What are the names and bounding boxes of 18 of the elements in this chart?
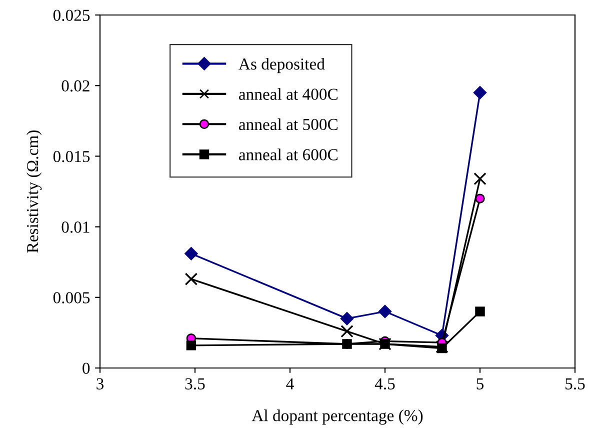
y-tick-label: 0.025: [53, 10, 90, 22]
legend-label: anneal at 600C: [239, 148, 338, 160]
legend-label: anneal at 500C: [239, 118, 338, 130]
y-axis-title: Resistivity (Ω.cm): [26, 130, 42, 253]
legend-label: anneal at 400C: [239, 88, 338, 100]
x-tick-label: 4.5: [374, 378, 395, 390]
x-tick-label: 3.5: [185, 378, 205, 390]
x-axis-title: Al dopant percentage (%): [252, 410, 423, 425]
x-tick-label: 3: [96, 378, 104, 390]
x-tick-label: 5.5: [566, 378, 585, 390]
legend-label: As deposited: [238, 58, 325, 74]
x-tick-label: 5: [476, 378, 484, 390]
y-tick-label: 0.015: [53, 150, 90, 162]
y-tick-label: 0: [82, 362, 90, 374]
y-tick-label: 0.005: [53, 292, 90, 304]
y-tick-label: 0.01: [62, 222, 90, 233]
y-tick-label: 0.02: [62, 80, 90, 92]
x-tick-label: 4: [286, 378, 294, 390]
